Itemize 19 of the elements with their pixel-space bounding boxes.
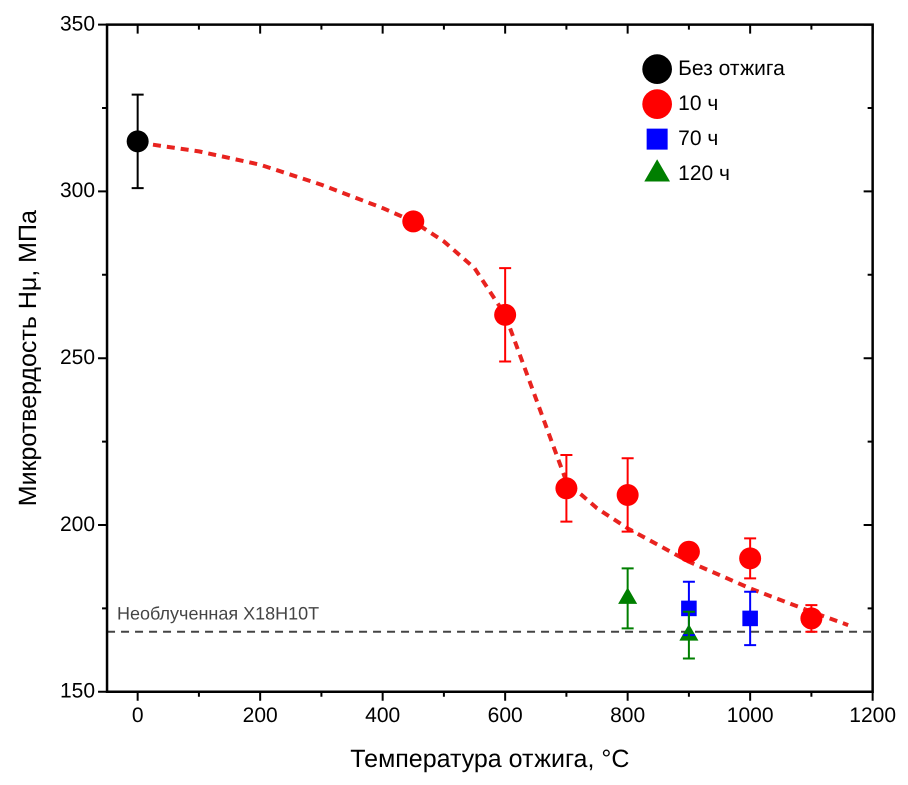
x-tick-label: 400: [365, 704, 400, 728]
x-tick-label: 1000: [726, 704, 774, 728]
y-tick-label: 300: [60, 179, 96, 202]
x-tick-label: 1200: [849, 704, 896, 728]
legend-label: 70 ч: [678, 126, 718, 150]
legend-label: 10 ч: [678, 92, 718, 115]
x-axis-title: Температура отжига, °C: [350, 744, 630, 773]
y-tick-label: 250: [60, 346, 96, 369]
y-axis-title: Микротвердость Hμ, МПа: [14, 210, 42, 506]
ref-line-label: Необлученная Х18Н10Т: [117, 604, 320, 624]
x-tick-label: 0: [132, 704, 144, 728]
x-tick-label: 200: [242, 704, 278, 728]
legend-label: Без отжига: [678, 56, 786, 80]
x-tick-label: 800: [610, 704, 646, 728]
legend-label: 120 ч: [678, 162, 730, 185]
y-tick-label: 150: [60, 680, 96, 703]
x-tick-label: 600: [488, 704, 523, 728]
y-tick-label: 200: [60, 512, 96, 536]
y-tick-label: 350: [60, 12, 96, 36]
